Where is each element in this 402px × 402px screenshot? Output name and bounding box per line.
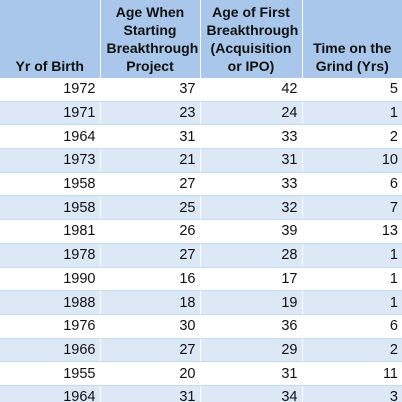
table-cell: 1 <box>302 267 402 292</box>
header-row: Yr of Birth Age When Starting Breakthroug… <box>0 0 402 78</box>
table-cell: 2 <box>302 338 402 363</box>
table-cell: 1976 <box>0 314 101 339</box>
table-row: 1958 27 33 6 <box>0 172 402 197</box>
column-header: Age of First Breakthrough (Acquisition o… <box>200 0 303 78</box>
table-cell: 1990 <box>0 267 101 292</box>
table-cell: 17 <box>200 267 303 292</box>
table-cell: 1 <box>302 243 402 268</box>
table-cell: 27 <box>100 172 201 197</box>
table-row: 1973 21 31 10 <box>0 148 402 173</box>
table-row: 1955 20 31 11 <box>0 361 402 386</box>
table-cell: 31 <box>100 385 201 402</box>
table-row: 1966 27 29 2 <box>0 338 402 363</box>
table-cell: 1966 <box>0 338 101 363</box>
table-cell: 31 <box>200 361 303 386</box>
table-cell: 27 <box>100 338 201 363</box>
table-cell: 31 <box>200 148 303 173</box>
table-cell: 24 <box>200 101 303 126</box>
table-cell: 6 <box>302 172 402 197</box>
table-cell: 1 <box>302 290 402 315</box>
table-cell: 28 <box>200 243 303 268</box>
table-cell: 37 <box>100 78 201 102</box>
table-cell: 31 <box>100 124 201 150</box>
table-cell: 33 <box>200 124 303 150</box>
table-cell: 29 <box>200 338 303 363</box>
column-header: Age When Starting Breakthrough Project <box>100 0 201 78</box>
table-cell: 25 <box>100 195 201 221</box>
table-cell: 36 <box>200 314 303 339</box>
table-row: 1971 23 24 1 <box>0 101 402 126</box>
table-cell: 21 <box>100 148 201 173</box>
table-cell: 1972 <box>0 78 101 102</box>
table-cell: 1958 <box>0 195 101 221</box>
table-cell: 18 <box>100 290 201 315</box>
table-cell: 2 <box>302 124 402 150</box>
table-cell: 1973 <box>0 148 101 173</box>
table-cell: 1978 <box>0 243 101 268</box>
column-header: Time on the Grind (Yrs) <box>302 0 402 78</box>
table-cell: 30 <box>100 314 201 339</box>
table-cell: 19 <box>200 290 303 315</box>
table-cell: 11 <box>302 361 402 386</box>
table-cell: 27 <box>100 243 201 268</box>
table-cell: 6 <box>302 314 402 339</box>
column-header: Yr of Birth <box>0 0 101 78</box>
table-cell: 1964 <box>0 124 101 150</box>
table-cell: 1971 <box>0 101 101 126</box>
table-row: 1976 30 36 6 <box>0 314 402 339</box>
table-row: 1958 25 32 7 <box>0 195 402 221</box>
table-cell: 1981 <box>0 219 101 244</box>
table-cell: 1988 <box>0 290 101 315</box>
table-cell: 26 <box>100 219 201 244</box>
table-cell: 23 <box>100 101 201 126</box>
table-cell: 16 <box>100 267 201 292</box>
table-cell: 3 <box>302 385 402 402</box>
table-row: 1990 16 17 1 <box>0 267 402 292</box>
table-cell: 13 <box>302 219 402 244</box>
table-row: 1981 26 39 13 <box>0 219 402 244</box>
table-row: 1988 18 19 1 <box>0 290 402 315</box>
table-cell: 1964 <box>0 385 101 402</box>
table-cell: 33 <box>200 172 303 197</box>
table-cell: 1955 <box>0 361 101 386</box>
table-cell: 7 <box>302 195 402 221</box>
table-cell: 42 <box>200 78 303 102</box>
table-cell: 39 <box>200 219 303 244</box>
table-cell: 10 <box>302 148 402 173</box>
table-row: 1964 31 34 3 <box>0 385 402 402</box>
table-cell: 20 <box>100 361 201 386</box>
table-cell: 5 <box>302 78 402 102</box>
table-row: 1978 27 28 1 <box>0 243 402 268</box>
table-cell: 34 <box>200 385 303 402</box>
table-cell: 1958 <box>0 172 101 197</box>
table-cell: 32 <box>200 195 303 221</box>
table-row: 1964 31 33 2 <box>0 124 402 150</box>
table-row: 1972 37 42 5 <box>0 78 402 102</box>
table-cell: 1 <box>302 101 402 126</box>
